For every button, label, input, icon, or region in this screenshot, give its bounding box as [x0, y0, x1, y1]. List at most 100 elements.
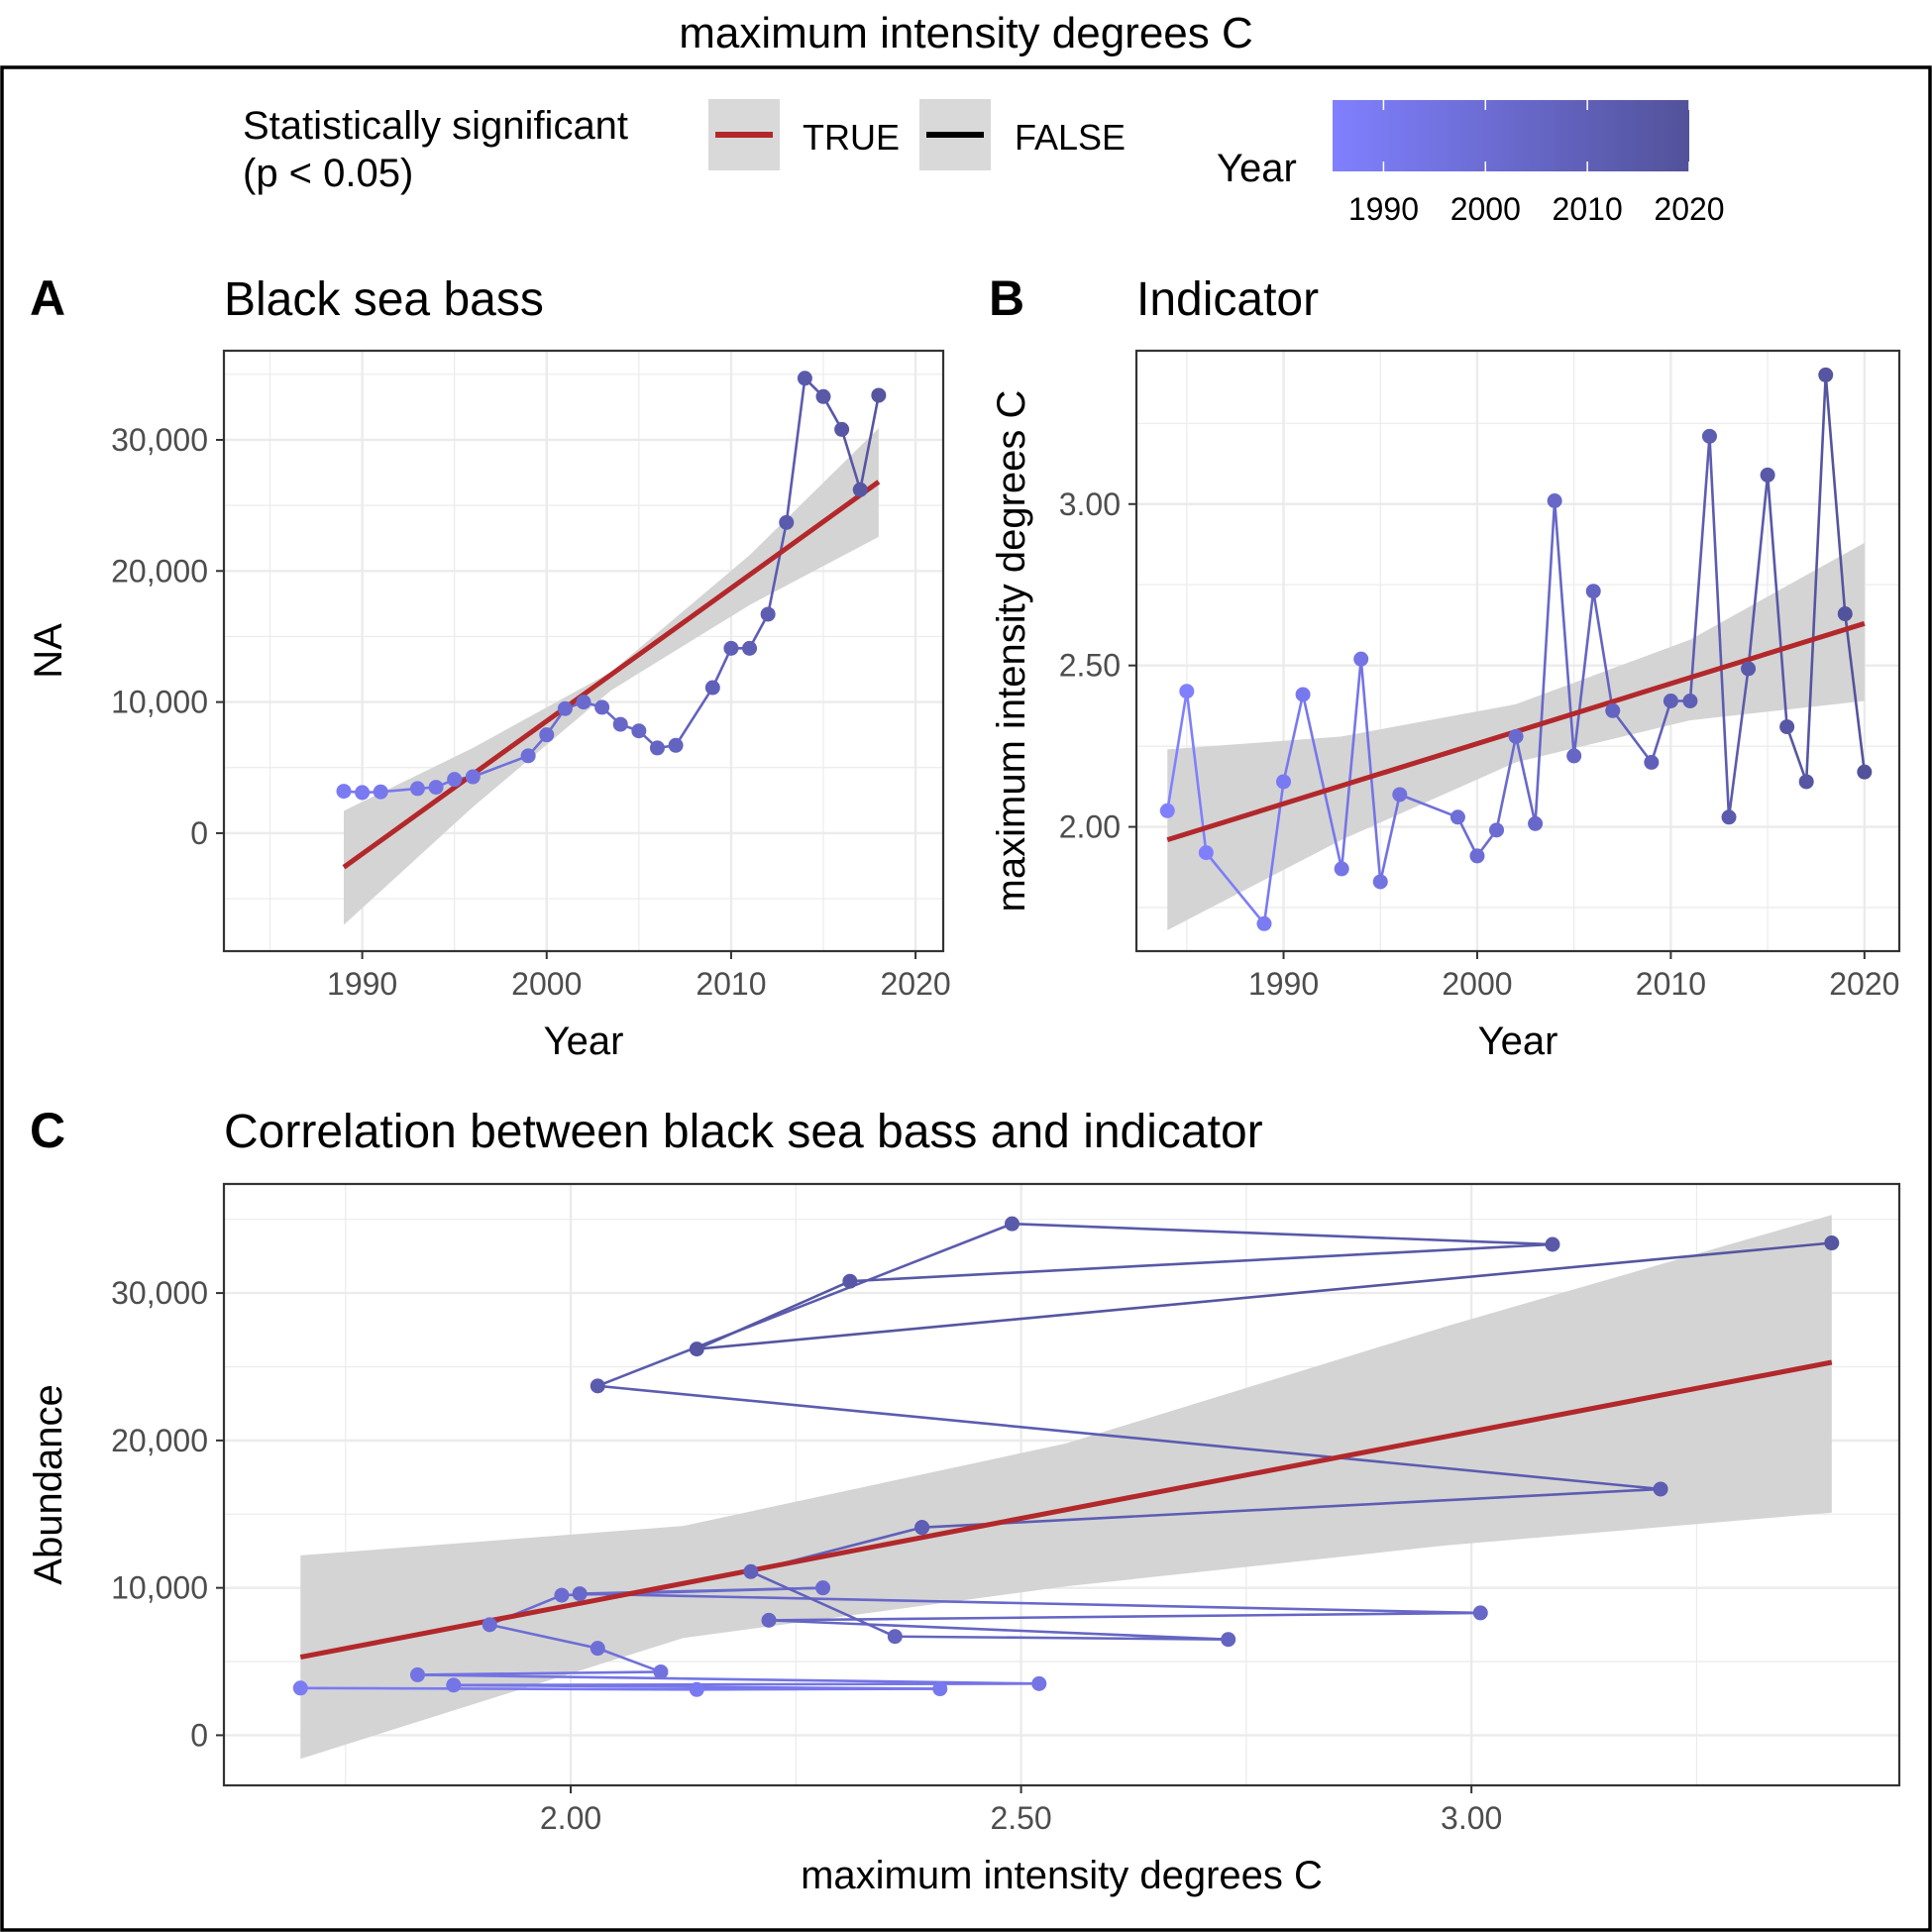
- data-point: [590, 1378, 605, 1394]
- data-point: [723, 640, 739, 656]
- data-point: [355, 785, 371, 801]
- data-point: [815, 1580, 831, 1596]
- data-point: [742, 640, 758, 656]
- series-segment: [417, 1673, 1039, 1685]
- figure-border: [0, 65, 1932, 1932]
- legend-sig-title-line2: (p < 0.05): [243, 152, 413, 195]
- data-point: [1392, 787, 1408, 803]
- series-segment: [1824, 375, 1847, 614]
- series-segment: [596, 1222, 1013, 1388]
- y-tick-label: 10,000: [111, 1570, 208, 1606]
- data-point: [572, 1586, 588, 1602]
- x-tick-label: 2.00: [540, 1800, 601, 1836]
- series-segment: [849, 1242, 1554, 1283]
- data-point: [649, 740, 665, 756]
- data-point: [1644, 754, 1660, 770]
- data-point: [887, 1629, 903, 1645]
- trend-line: [342, 480, 881, 870]
- data-point: [1004, 1216, 1020, 1232]
- data-point: [760, 606, 776, 622]
- series-segment: [840, 429, 862, 490]
- y-tick-label: 3.00: [1059, 486, 1121, 522]
- colorbar-tick-label: 2020: [1654, 191, 1724, 227]
- series-segment: [596, 1647, 662, 1673]
- year-colorbar: [1333, 100, 1689, 171]
- series-segment: [1766, 475, 1788, 727]
- data-point: [465, 769, 481, 785]
- series-segment: [1650, 700, 1672, 763]
- data-point: [1545, 1236, 1560, 1252]
- legend-true-label: TRUE: [803, 117, 900, 158]
- data-point: [1508, 728, 1524, 744]
- data-point: [1605, 702, 1621, 718]
- data-point: [1469, 848, 1485, 864]
- legend-false-label: FALSE: [1015, 117, 1126, 158]
- data-point: [1198, 845, 1214, 861]
- data-point: [761, 1612, 777, 1628]
- plot-area: [1136, 351, 1899, 951]
- data-point: [1837, 606, 1853, 622]
- y-tick-label: 0: [190, 1717, 208, 1753]
- data-point: [373, 784, 388, 800]
- data-point: [1547, 493, 1562, 508]
- panel-b: B Indicator 1990 2000 2010 2020 2.00 2.50 3.00 Ye…: [989, 270, 1901, 1063]
- x-tick-label: 2020: [1829, 966, 1899, 1002]
- data-point: [1179, 684, 1195, 699]
- data-point: [594, 699, 610, 715]
- figure-title: maximum intensity degrees C: [679, 9, 1253, 57]
- series-segment: [1843, 613, 1867, 773]
- data-point: [1857, 764, 1873, 780]
- data-point: [1760, 467, 1775, 483]
- data-point: [1585, 584, 1601, 599]
- panel-letter: C: [30, 1103, 65, 1158]
- data-point: [1449, 809, 1465, 825]
- x-tick-label: 2000: [511, 966, 582, 1002]
- series-segment: [1495, 736, 1518, 831]
- year-legend: Year 1990 2000 2010 2020: [1217, 100, 1725, 227]
- data-point: [520, 748, 536, 764]
- series-segment: [1301, 694, 1343, 870]
- series-segment: [766, 522, 789, 615]
- y-tick-label: 2.00: [1059, 809, 1121, 845]
- colorbar-tick-label: 2010: [1553, 191, 1623, 227]
- data-point: [834, 421, 850, 437]
- data-point: [1566, 748, 1582, 764]
- series-segment: [1804, 375, 1828, 783]
- data-point: [576, 695, 591, 710]
- panel-border: [1134, 349, 1901, 953]
- data-point: [1721, 809, 1737, 825]
- data-point: [1031, 1675, 1047, 1691]
- panel-a: A Black sea bass 1990 2000 2010 2020 0 10,000 20…: [27, 270, 951, 1063]
- series-segment: [895, 1635, 1229, 1642]
- data-point: [1372, 874, 1388, 890]
- series-segment: [580, 1592, 1481, 1615]
- series-segment: [1611, 709, 1653, 764]
- data-point: [336, 784, 352, 800]
- x-tick-label: 3.00: [1441, 1800, 1502, 1836]
- series-segment: [1708, 436, 1731, 817]
- panel-letter: B: [989, 270, 1024, 326]
- data-point: [590, 1641, 605, 1657]
- colorbar-tick-label: 2000: [1450, 191, 1521, 227]
- plot-area: [224, 351, 943, 951]
- data-point: [852, 482, 868, 497]
- panel-border: [222, 349, 945, 953]
- data-point: [1528, 815, 1544, 831]
- y-tick-label: 20,000: [111, 553, 208, 589]
- y-axis-label: NA: [27, 623, 70, 679]
- data-point: [1663, 694, 1678, 708]
- data-point: [914, 1520, 930, 1536]
- y-tick-label: 10,000: [111, 685, 208, 720]
- x-axis-label: maximum intensity degrees C: [801, 1854, 1323, 1897]
- significance-legend: Statistically significant (p < 0.05) TRU…: [243, 99, 1126, 195]
- data-point: [1472, 1605, 1488, 1621]
- x-tick-label: 2010: [1636, 966, 1706, 1002]
- x-axis-label: Year: [1478, 1020, 1558, 1063]
- data-point: [668, 737, 684, 753]
- data-point: [1489, 822, 1505, 838]
- series-segment: [769, 1611, 1481, 1622]
- series-segment: [750, 1570, 896, 1638]
- series-segment: [1399, 793, 1458, 819]
- series-segment: [1165, 691, 1189, 811]
